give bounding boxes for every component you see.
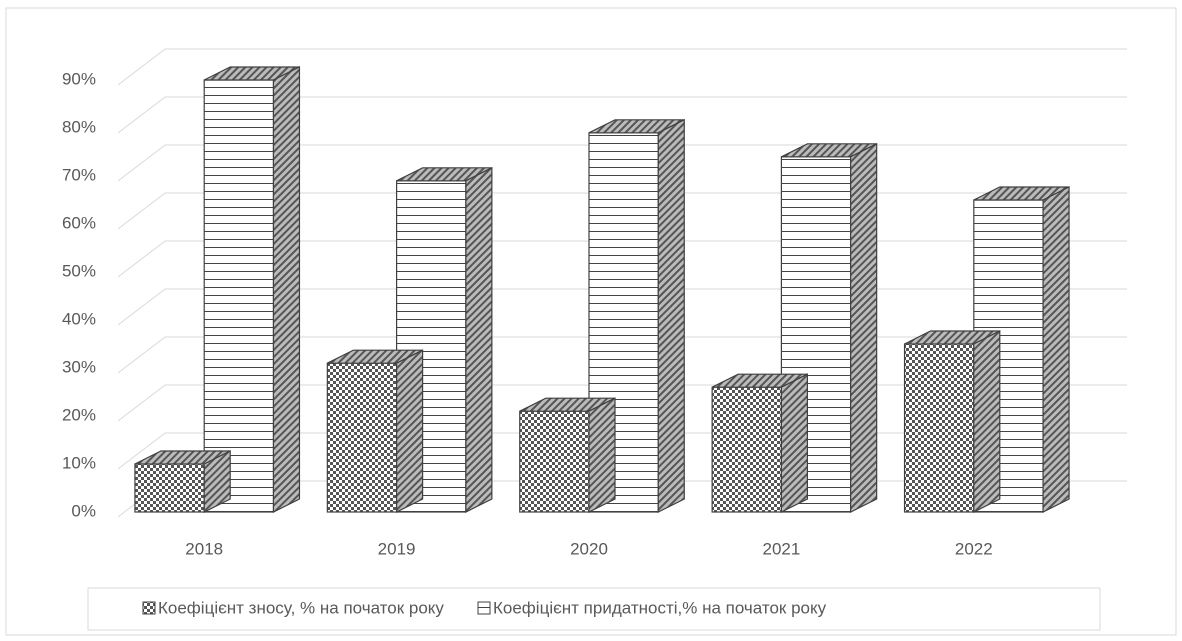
grid-line	[117, 96, 166, 134]
grid-line	[117, 144, 166, 182]
bar	[903, 330, 1001, 513]
y-tick-label: 10%	[62, 453, 96, 472]
bar-face	[203, 450, 231, 513]
grid-line	[117, 336, 166, 374]
y-tick-label: 80%	[62, 117, 96, 136]
bar-face	[134, 463, 205, 513]
y-tick-label: 0%	[71, 501, 96, 520]
bar	[711, 373, 809, 513]
bar-face	[657, 118, 685, 513]
chart-frame	[5, 7, 1177, 636]
bar-face	[711, 386, 782, 513]
bar	[519, 397, 616, 513]
grid-line	[117, 240, 166, 278]
bar-face	[519, 410, 590, 513]
bar-face	[1042, 186, 1070, 513]
grid-line	[117, 48, 166, 86]
bar-face	[272, 66, 301, 513]
grid-line	[117, 288, 166, 326]
y-tick-label: 20%	[62, 405, 96, 424]
legend-label: Коефіцієнт придатності,% на початок року	[493, 598, 827, 617]
grid-line	[117, 432, 166, 470]
bar-face	[903, 343, 975, 513]
y-tick-label: 30%	[62, 357, 96, 376]
bar-face	[780, 373, 809, 513]
bar-face	[465, 166, 493, 513]
bar	[134, 450, 231, 513]
legend-label: Коефіцієнт зносу, % на початок року	[158, 598, 444, 617]
bar	[588, 118, 685, 513]
grid-line	[117, 384, 166, 422]
grid-line	[117, 192, 166, 230]
y-tick-label: 70%	[62, 165, 96, 184]
y-tick-label: 50%	[62, 261, 96, 280]
bar	[203, 66, 301, 513]
legend-box	[87, 587, 1101, 631]
bar-face	[326, 362, 398, 513]
bar-face	[203, 79, 275, 513]
bar-face	[973, 330, 1001, 513]
y-tick-label: 60%	[62, 213, 96, 232]
y-tick-label: 40%	[62, 309, 96, 328]
x-tick-label: 2021	[762, 539, 800, 558]
x-tick-label: 2020	[570, 539, 608, 558]
bar-face	[396, 349, 424, 513]
x-tick-label: 2019	[378, 539, 416, 558]
x-tick-label: 2022	[955, 539, 993, 558]
bar-face	[588, 397, 616, 513]
bar-face	[850, 142, 878, 513]
bar	[326, 349, 424, 513]
legend-swatch	[477, 601, 491, 615]
x-tick-label: 2018	[185, 539, 223, 558]
y-tick-label: 90%	[62, 69, 96, 88]
legend-swatch	[142, 601, 156, 615]
